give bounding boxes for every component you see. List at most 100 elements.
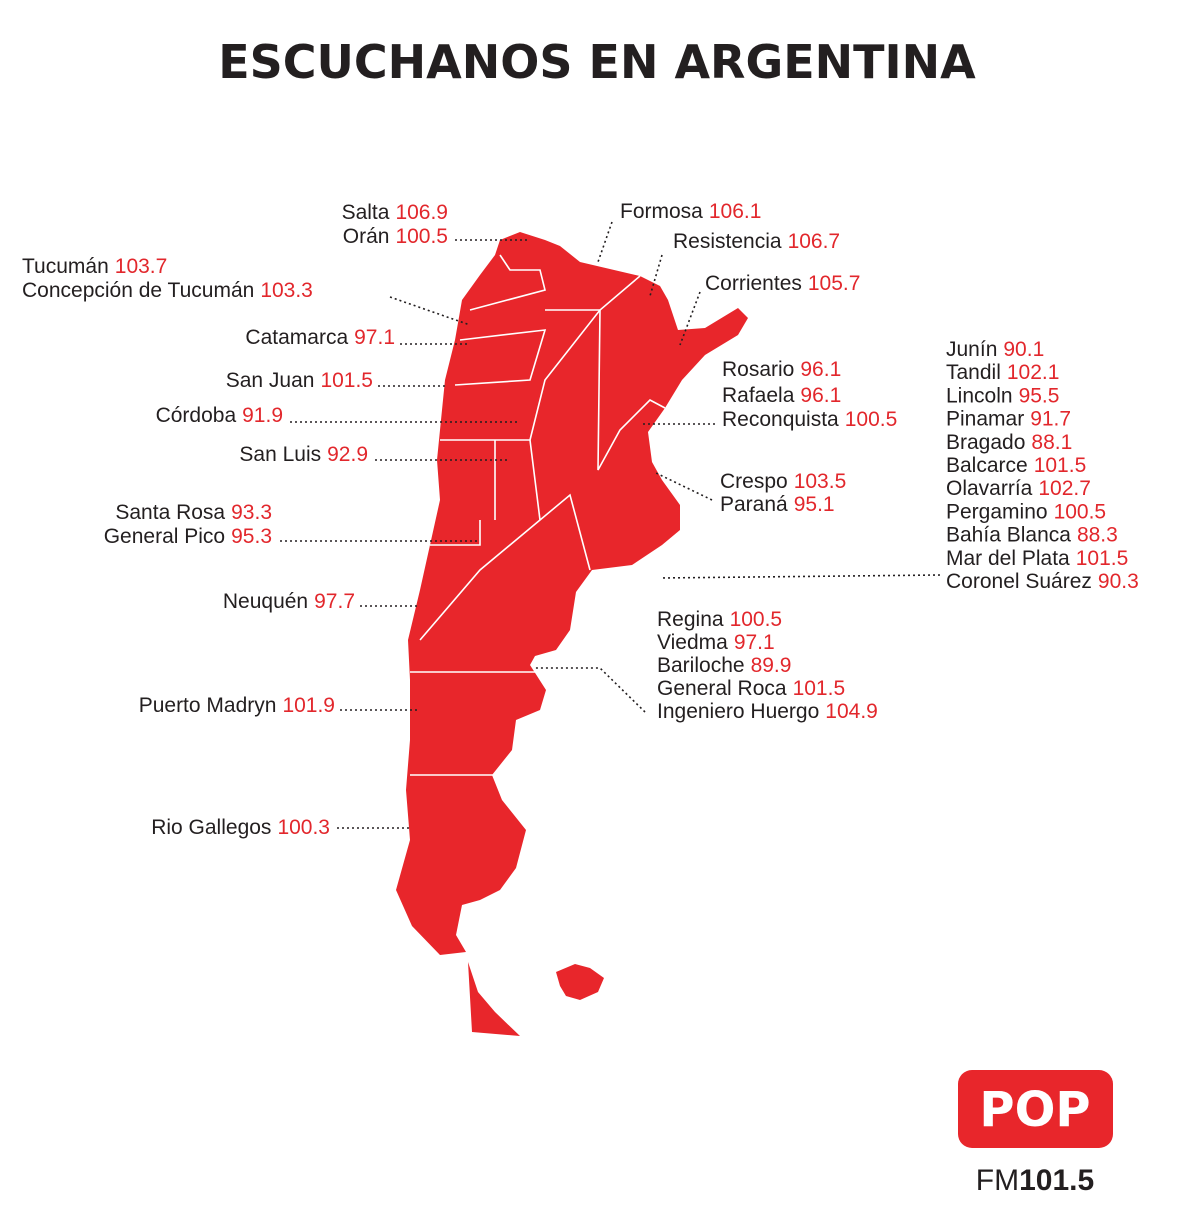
station-label: Crespo 103.5: [720, 470, 846, 493]
station-frequency: 93.3: [231, 501, 272, 524]
city-name: General Pico: [104, 525, 225, 548]
logo-number: 101.5: [1019, 1164, 1094, 1197]
station-label: Mar del Plata 101.5: [946, 547, 1128, 570]
station-label: Resistencia 106.7: [673, 230, 840, 253]
station-frequency: 102.1: [1007, 361, 1060, 384]
leader-line: [597, 221, 613, 263]
station-label: Corrientes 105.7: [705, 272, 860, 295]
province-borders: [410, 254, 666, 776]
border: [469, 254, 546, 311]
logo-badge: [958, 1070, 1113, 1148]
city-name: General Roca: [657, 677, 787, 700]
station-label: Tucumán 103.7: [22, 255, 167, 278]
station-label: Bariloche 89.9: [657, 654, 791, 677]
city-name: Olavarría: [946, 477, 1033, 500]
city-name: Bariloche: [657, 654, 745, 677]
station-label: Bragado 88.1: [946, 431, 1072, 454]
city-name: Santa Rosa: [115, 501, 225, 524]
station-label: Coronel Suárez 90.3: [946, 570, 1139, 593]
station-label: San Luis 92.9: [239, 443, 368, 466]
station-frequency: 96.1: [800, 384, 841, 407]
leader-line: [535, 667, 646, 713]
city-name: Salta: [342, 201, 390, 224]
city-name: Pergamino: [946, 500, 1048, 523]
station-frequency: 106.7: [788, 230, 841, 253]
mainland: [396, 232, 748, 955]
station-frequency: 103.3: [260, 279, 313, 302]
station-frequency: 103.7: [115, 255, 168, 278]
station-frequency: 100.5: [730, 608, 783, 631]
station-label: Tandil 102.1: [946, 361, 1059, 384]
station-frequency: 90.3: [1098, 570, 1139, 593]
city-name: Pinamar: [946, 408, 1024, 431]
station-frequency: 91.9: [242, 404, 283, 427]
station-frequency: 97.1: [354, 326, 395, 349]
station-label: Catamarca 97.1: [245, 326, 395, 349]
station-frequency: 101.5: [1034, 454, 1087, 477]
city-name: Córdoba: [156, 404, 237, 427]
station-label: Salta 106.9: [342, 201, 448, 224]
station-frequency: 97.7: [314, 590, 355, 613]
station-label: Junín 90.1: [946, 338, 1044, 361]
station-frequency: 90.1: [1003, 338, 1044, 361]
city-name: Lincoln: [946, 384, 1013, 407]
station-label: Neuquén 97.7: [223, 590, 355, 613]
station-label: General Pico 95.3: [104, 525, 272, 548]
city-name: Puerto Madryn: [139, 694, 277, 717]
station-frequency: 95.3: [231, 525, 272, 548]
station-frequency: 100.3: [277, 816, 330, 839]
tierra-del-fuego: [468, 962, 520, 1036]
station-label: Rosario 96.1: [722, 358, 841, 381]
city-name: Viedma: [657, 631, 728, 654]
city-name: Balcarce: [946, 454, 1028, 477]
station-frequency: 102.7: [1038, 477, 1091, 500]
city-name: Orán: [343, 225, 390, 248]
station-frequency: 100.5: [845, 408, 898, 431]
border: [529, 275, 641, 441]
city-name: Corrientes: [705, 272, 802, 295]
station-frequency: 106.9: [395, 201, 448, 224]
city-name: Mar del Plata: [946, 547, 1070, 570]
city-name: Crespo: [720, 470, 788, 493]
leader-line: [655, 472, 713, 501]
city-name: Coronel Suárez: [946, 570, 1092, 593]
city-name: Regina: [657, 608, 724, 631]
logo-brand: POP: [979, 1082, 1090, 1138]
city-name: Catamarca: [245, 326, 348, 349]
station-frequency: 95.5: [1019, 384, 1060, 407]
station-label: Rio Gallegos 100.3: [151, 816, 330, 839]
city-name: Concepción de Tucumán: [22, 279, 254, 302]
station-label: Balcarce 101.5: [946, 454, 1086, 477]
city-name: Rafaela: [722, 384, 795, 407]
station-label: Reconquista 100.5: [722, 408, 897, 431]
city-name: Tandil: [946, 361, 1001, 384]
station-label: Córdoba 91.9: [156, 404, 283, 427]
station-frequency: 88.1: [1031, 431, 1072, 454]
border: [430, 520, 481, 546]
station-frequency: 104.9: [825, 700, 878, 723]
station-frequency: 101.9: [282, 694, 335, 717]
city-name: San Luis: [239, 443, 321, 466]
logo-band: FM: [976, 1164, 1019, 1197]
station-label: Pinamar 91.7: [946, 408, 1071, 431]
leader-line: [659, 574, 941, 579]
station-frequency: 105.7: [808, 272, 861, 295]
city-name: Bahía Blanca: [946, 524, 1071, 547]
station-frequency: 92.9: [327, 443, 368, 466]
leader-line: [389, 296, 471, 326]
station-frequency: 95.1: [794, 493, 835, 516]
city-name: Rosario: [722, 358, 794, 381]
city-name: San Juan: [226, 369, 315, 392]
logo-frequency: FM101.5: [976, 1164, 1094, 1197]
station-frequency: 101.5: [793, 677, 846, 700]
logo: POP FM101.5: [958, 1070, 1113, 1197]
station-frequency: 89.9: [751, 654, 792, 677]
city-name: Junín: [946, 338, 997, 361]
station-label: Formosa 106.1: [620, 200, 761, 223]
station-frequency: 106.1: [709, 200, 762, 223]
title: ESCUCHANOS EN ARGENTINA: [218, 35, 976, 89]
station-label: Regina 100.5: [657, 608, 782, 631]
